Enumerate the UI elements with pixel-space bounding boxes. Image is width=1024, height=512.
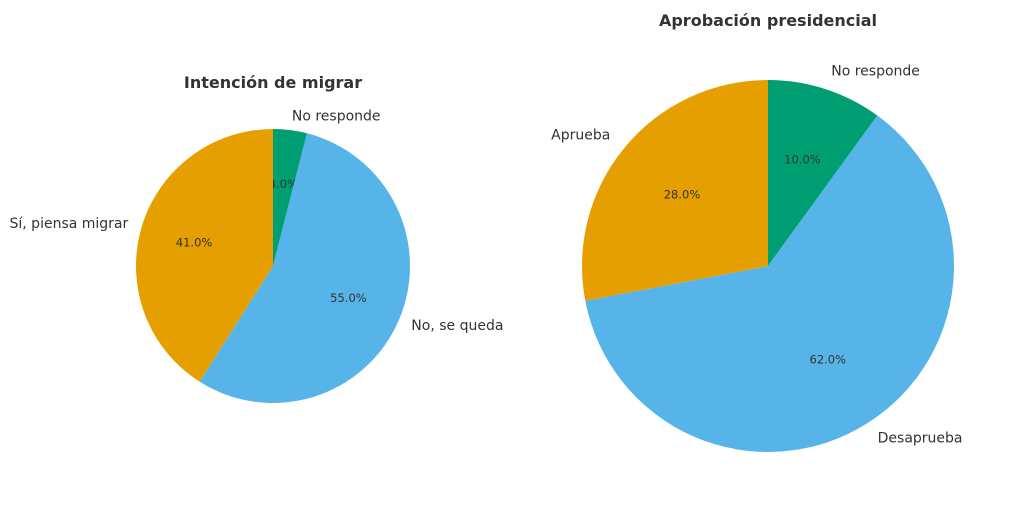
chart-title: Aprobación presidencial bbox=[659, 11, 877, 30]
pie-slice-si-piensa-migrar bbox=[135, 129, 273, 382]
pie-category-label-aprueba: Aprueba bbox=[551, 128, 610, 144]
pie-percent-label: 55.0% bbox=[330, 291, 367, 305]
pie-slice-aprueba bbox=[582, 80, 768, 301]
pie-category-label-no-responde: No responde bbox=[292, 108, 381, 124]
chart-title: Intención de migrar bbox=[184, 73, 362, 92]
pie-category-label-desaprueba: Desaprueba bbox=[878, 431, 963, 447]
pie-category-label-si-piensa-migrar: Sí, piensa migrar bbox=[10, 216, 129, 232]
pie-slice-desaprueba bbox=[585, 115, 954, 453]
pie-percent-label: 28.0% bbox=[664, 187, 701, 201]
pie-slice-no-se-queda bbox=[199, 133, 410, 403]
pie-slice-no-responde bbox=[768, 80, 878, 266]
pie-category-label-no-se-queda: No, se queda bbox=[411, 318, 503, 334]
pie-slice-no-responde bbox=[273, 129, 308, 266]
pie-percent-label: 62.0% bbox=[810, 353, 847, 367]
pie-percent-label: 41.0% bbox=[176, 236, 213, 250]
pie-percent-label: 4.0% bbox=[269, 177, 298, 191]
pie-percent-label: 10.0% bbox=[784, 152, 821, 166]
pie-category-label-no-responde: No responde bbox=[831, 63, 920, 79]
